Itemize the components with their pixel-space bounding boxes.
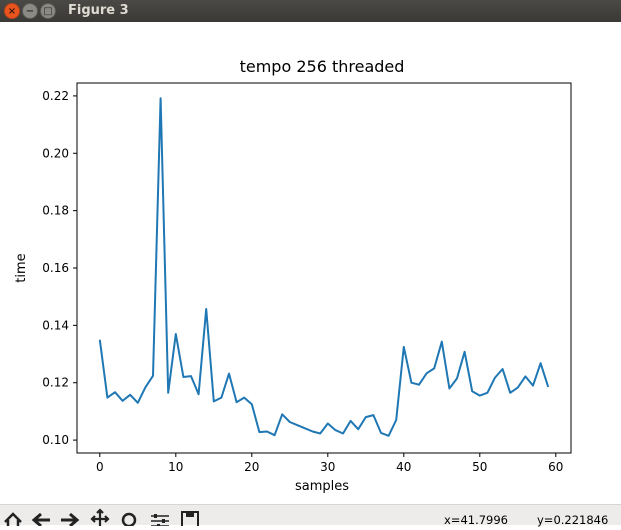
y-tick-label: 0.22	[42, 89, 69, 103]
line-chart: tempo 256 threaded samples time 0 10 20 30 4…	[14, 57, 572, 494]
window-titlebar: × − □ Figure 3	[0, 0, 621, 22]
zoom-icon[interactable]	[119, 508, 141, 528]
series-line	[98, 97, 550, 437]
save-icon[interactable]	[179, 508, 201, 529]
x-tick-label: 40	[396, 460, 411, 474]
x-tick-label: 10	[168, 460, 183, 474]
y-tick-label: 0.12	[42, 376, 69, 390]
x-tick-label: 60	[548, 460, 563, 474]
chart-title: tempo 256 threaded	[240, 57, 405, 76]
pan-icon[interactable]	[89, 508, 111, 526]
y-tick-label: 0.16	[42, 261, 69, 275]
maximize-window-button[interactable]: □	[40, 3, 56, 19]
home-icon[interactable]	[2, 508, 24, 526]
close-window-button[interactable]: ×	[4, 3, 20, 19]
x-axis-label: samples	[295, 479, 349, 494]
minimize-window-button[interactable]: −	[22, 3, 38, 19]
window-title: Figure 3	[68, 3, 129, 18]
y-tick-label: 0.14	[42, 318, 69, 332]
x-tick-label: 0	[96, 460, 104, 474]
x-tick-label: 20	[244, 460, 259, 474]
x-tick-label: 30	[320, 460, 335, 474]
axes-frame	[76, 82, 572, 454]
y-coordinate-readout: y=0.221846	[537, 513, 609, 527]
back-arrow-icon[interactable]	[30, 508, 52, 528]
y-axis-label: time	[14, 253, 29, 282]
forward-arrow-icon[interactable]	[59, 508, 81, 528]
figure-canvas[interactable]: tempo 256 threaded samples time 0 10 20 30 4…	[0, 22, 621, 504]
subplots-icon[interactable]	[149, 508, 171, 527]
x-tick-label: 50	[472, 460, 487, 474]
x-coordinate-readout: x=41.7996	[444, 513, 508, 527]
navigation-toolbar: x=41.7996 y=0.221846	[0, 504, 621, 529]
y-tick-label: 0.20	[42, 146, 69, 160]
y-tick-label: 0.10	[42, 433, 69, 447]
y-tick-label: 0.18	[42, 204, 69, 218]
